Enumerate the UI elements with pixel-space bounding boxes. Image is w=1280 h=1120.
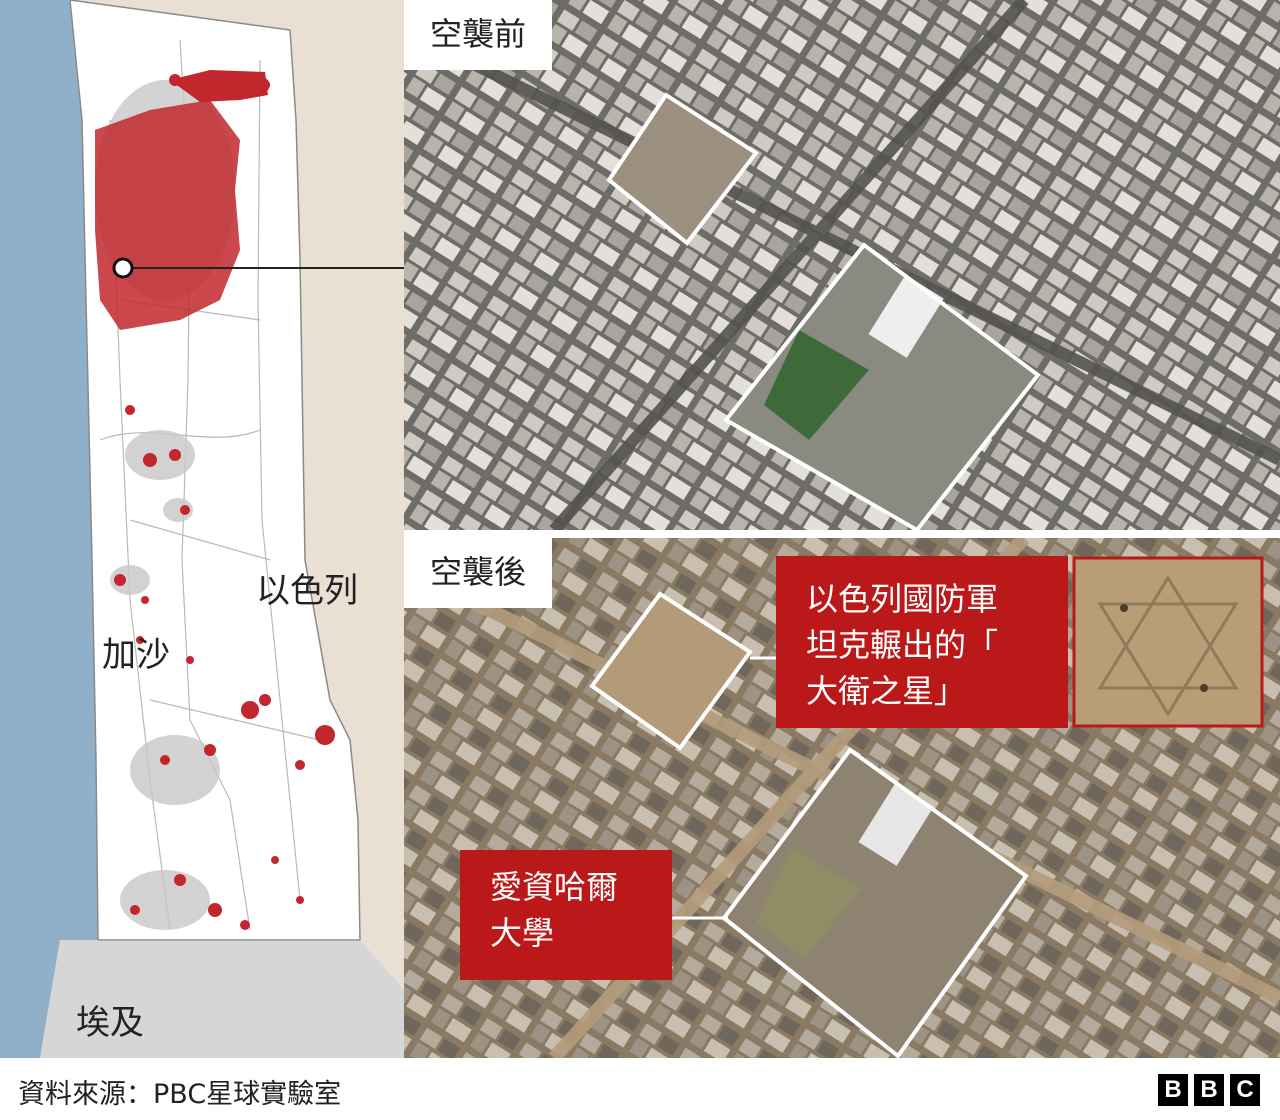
star-of-david-callout: 以色列國防軍 坦克輾出的「 大衛之星」 (776, 556, 1068, 728)
bbc-logo-b1: B (1158, 1074, 1188, 1106)
source-credit: 資料來源：PBC星球實驗室 (18, 1079, 342, 1110)
egypt-label: 埃及 (76, 1003, 144, 1043)
gaza-label: 加沙 (102, 635, 170, 675)
after-label: 空襲後 (404, 538, 553, 608)
satellite-after: 空襲後 以色列國防軍 坦克輾出的「 大衛之星」 愛資哈爾 大學 (404, 538, 1280, 1058)
gaza-map: 以色列 加沙 埃及 (0, 0, 404, 1058)
square-outline-before (606, 92, 759, 246)
gaza-map-graphic (0, 0, 404, 1058)
satellite-before-graphic (404, 0, 1280, 530)
egypt-land (40, 940, 404, 1058)
before-label: 空襲前 (404, 0, 553, 70)
sea (0, 0, 98, 1058)
israel-label: 以色列 (256, 571, 358, 611)
campus-outline-before (722, 242, 1041, 530)
university-callout: 愛資哈爾 大學 (460, 850, 672, 980)
bbc-logo: B B C (1158, 1074, 1260, 1106)
bbc-logo-c: C (1230, 1074, 1260, 1106)
star-closeup-inset (1072, 556, 1264, 728)
campus-outline-after (721, 747, 1029, 1058)
bbc-logo-b2: B (1194, 1074, 1224, 1106)
satellite-before: 空襲前 (404, 0, 1280, 530)
square-outline-after (589, 591, 753, 751)
footer: 資料來源：PBC星球實驗室 B B C (0, 1058, 1280, 1120)
locator-point (112, 257, 134, 279)
